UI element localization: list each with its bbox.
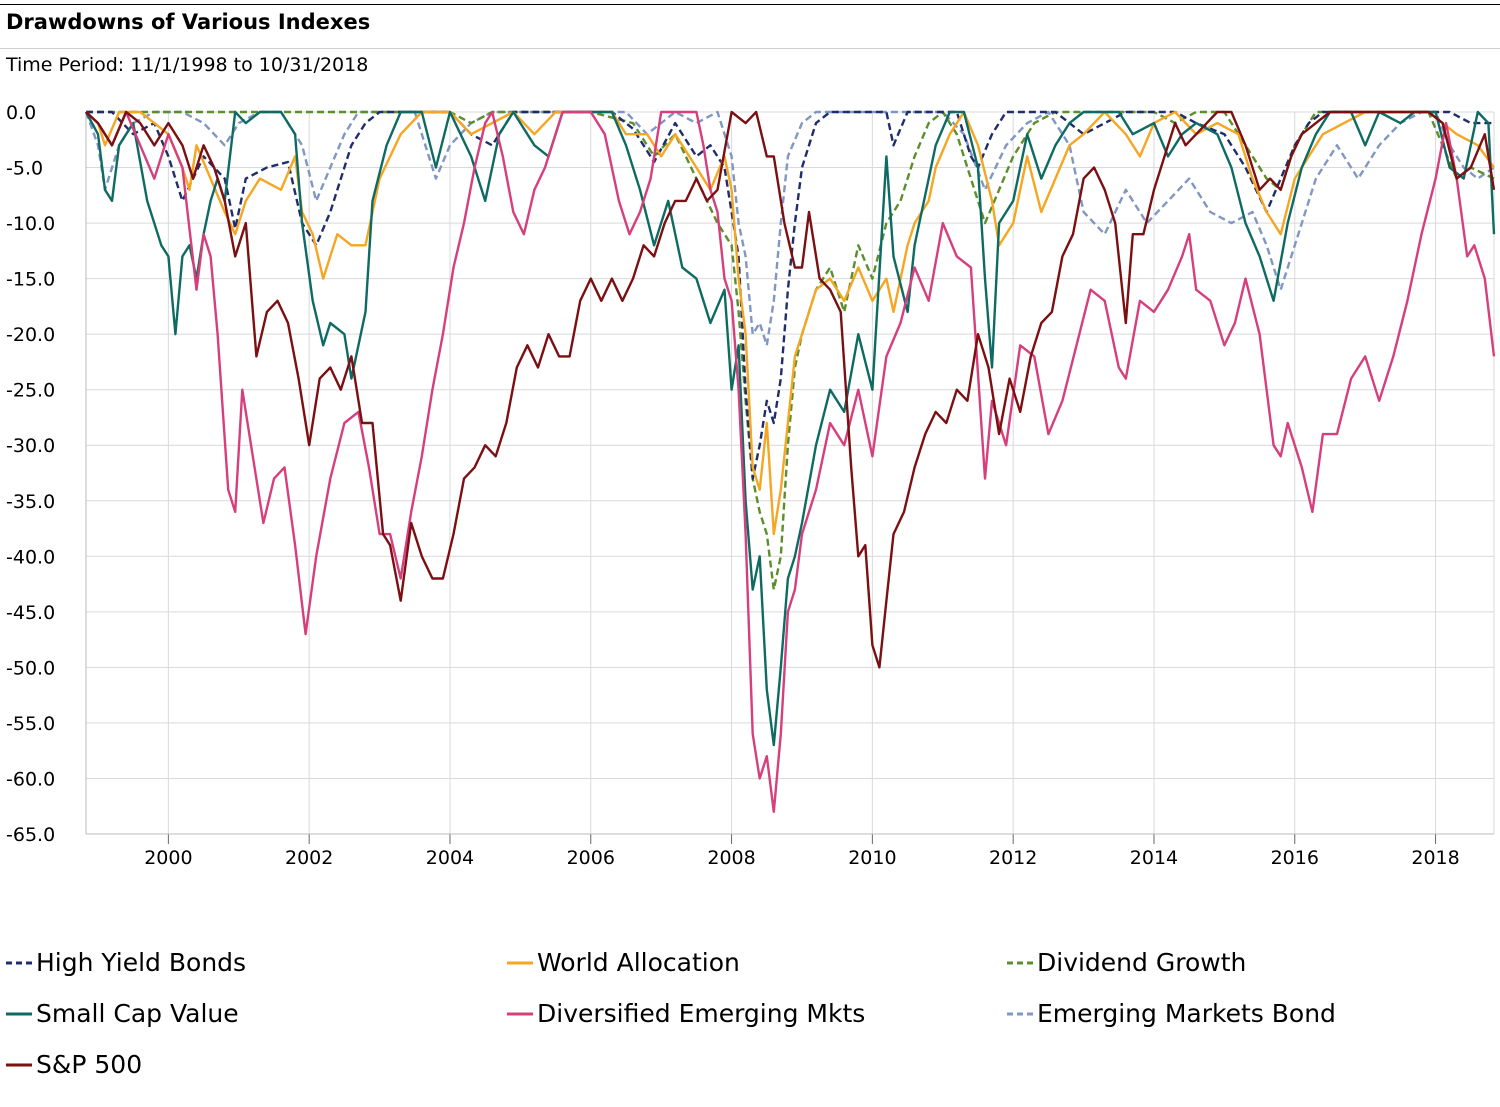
x-tick-label: 2006 [567,847,615,869]
legend-swatch-dividend-growth [1007,960,1033,966]
x-tick-label: 2016 [1271,847,1319,869]
y-tick-label: -20.0 [6,324,55,346]
series-line-world-allocation [85,110,1495,536]
series-line-high-yield-bonds [86,110,1494,480]
legend-label-diversified-emerging-mkts: Diversified Emerging Mkts [537,999,866,1028]
y-tick-label: -35.0 [6,491,55,513]
y-tick-label: -15.0 [6,269,55,291]
legend-item-emerging-markets-bond: Emerging Markets Bond [1007,999,1336,1028]
legend-label-world-allocation: World Allocation [537,948,740,977]
series-line-dividend-growth [86,110,1495,591]
legend-item-sp-500: S&P 500 [6,1050,142,1079]
legend-swatch-emerging-markets-bond [1007,1011,1033,1017]
x-tick-label: 2018 [1411,847,1459,869]
chart-subtitle: Time Period: 11/1/1998 to 10/31/2018 [6,54,369,76]
y-tick-label: -10.0 [6,213,55,235]
y-tick-label: -40.0 [6,546,55,568]
legend-label-high-yield-bonds: High Yield Bonds [36,948,247,977]
y-tick-label: -50.0 [6,657,55,679]
series-line-sp-500 [85,110,1496,669]
y-tick-label: -60.0 [6,768,55,790]
legend-label-sp-500: S&P 500 [36,1050,143,1079]
legend-item-dividend-growth: Dividend Growth [1007,948,1246,977]
legend-swatch-world-allocation [507,960,533,966]
x-tick-label: 2010 [848,847,896,869]
legend-swatch-sp-500 [6,1062,32,1068]
x-tick-label: 2012 [989,847,1037,869]
legend-item-small-cap-value: Small Cap Value [6,999,239,1028]
legend-label-dividend-growth: Dividend Growth [1037,948,1247,977]
legend-item-high-yield-bonds: High Yield Bonds [6,948,246,977]
y-tick-label: -55.0 [6,713,55,735]
x-tick-label: 2000 [144,847,192,869]
legend-swatch-diversified-emerging-mkts [507,1011,533,1017]
top-rule [0,4,1500,5]
series-line-diversified-emerging-mkts [85,110,1496,813]
legend-item-diversified-emerging-mkts: Diversified Emerging Mkts [507,999,865,1028]
legend-swatch-high-yield-bonds [6,960,32,966]
title-divider [0,48,1500,49]
x-tick-label: 2002 [285,847,333,869]
x-tick-label: 2004 [426,847,474,869]
y-tick-label: -5.0 [6,158,43,180]
x-tick-label: 2008 [707,847,755,869]
y-tick-label: 0.0 [6,102,36,124]
y-tick-label: -45.0 [6,602,55,624]
y-tick-label: -65.0 [6,824,55,846]
legend-label-emerging-markets-bond: Emerging Markets Bond [1037,999,1336,1028]
x-tick-label: 2014 [1130,847,1178,869]
legend-swatch-small-cap-value [6,1011,32,1017]
legend-label-small-cap-value: Small Cap Value [36,999,239,1028]
y-tick-label: -30.0 [6,435,55,457]
drawdown-chart: 0.0 -5.0 -10.0 -15.0 -20.0 -25.0 -30.0 -35.0 -40… [6,102,1496,869]
legend-item-world-allocation: World Allocation [507,948,740,977]
series-line-small-cap-value [84,110,1496,747]
chart-title: Drawdowns of Various Indexes [6,10,371,34]
y-tick-label: -25.0 [6,380,55,402]
